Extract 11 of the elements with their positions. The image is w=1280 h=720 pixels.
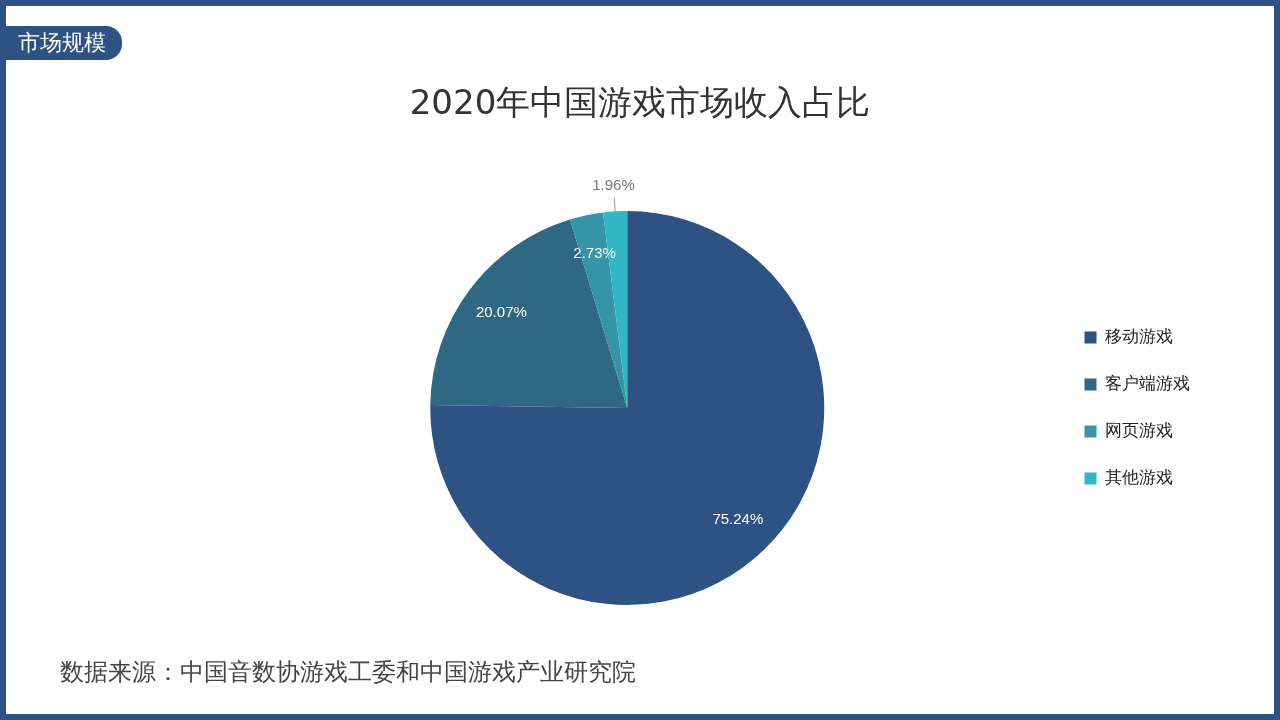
legend-label: 其他游戏: [1105, 466, 1173, 487]
text: 市场规模: [6, 26, 122, 60]
data-label: 20.07%: [475, 303, 527, 321]
data-label: 75.24%: [712, 510, 764, 528]
legend-label: 移动游戏: [1105, 325, 1173, 346]
legend-label: 客户端游戏: [1105, 372, 1190, 393]
source-note: 数据来源：中国音数协游戏工委和中国游戏产业研究院: [60, 657, 636, 688]
legend-label: 网页游戏: [1105, 419, 1173, 440]
data-label: 2.73%: [573, 243, 616, 261]
chart-title: 2020年中国游戏市场收入占比: [408, 81, 872, 124]
data-label: 1.96%: [592, 175, 635, 193]
